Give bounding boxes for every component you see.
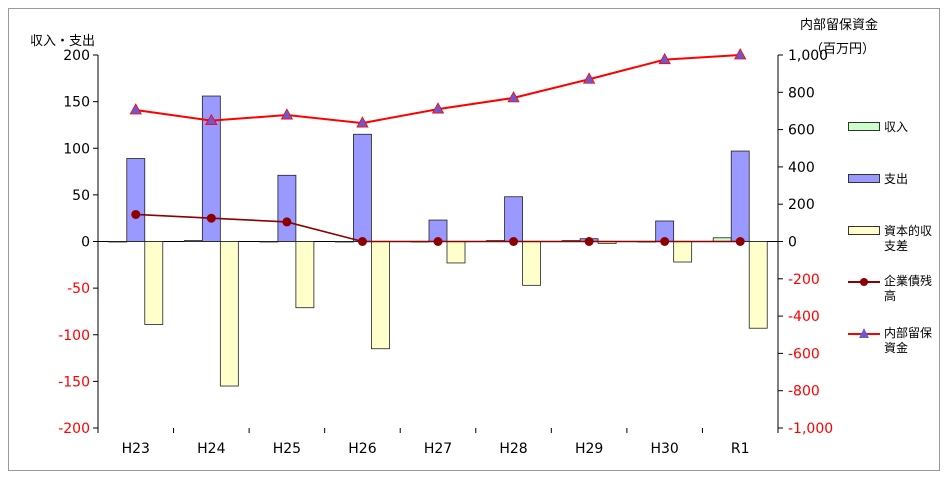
left-tick-label: -150 — [58, 374, 90, 390]
bar-2-H26 — [371, 241, 390, 350]
bar-2-H25 — [295, 241, 315, 309]
retained-point-H26 — [356, 116, 369, 128]
bar-1-H25 — [277, 174, 297, 242]
x-tick-label: H27 — [424, 441, 452, 457]
x-tick-label: H23 — [122, 441, 150, 457]
legend-label-retained-funds: 内部留保資金 — [884, 326, 933, 355]
bar-2-H30 — [673, 241, 693, 263]
legend-item-expense: 支出 — [848, 172, 948, 214]
left-tick-label: -50 — [67, 281, 90, 297]
legend-swatch-capital-balance — [848, 226, 880, 235]
bond-point-H26 — [357, 237, 367, 246]
bond-point-H25 — [282, 217, 292, 227]
bar-0-H24 — [183, 240, 203, 242]
legend-swatch-expense — [848, 174, 880, 183]
bar-1-H28 — [504, 196, 523, 242]
bar-2-H24 — [219, 241, 239, 387]
bar-1-H24 — [201, 95, 221, 242]
right-tick-label: -800 — [788, 384, 820, 400]
legend-line-retained-funds — [848, 328, 880, 338]
legend-item-capital-balance: 資本的収支差 — [848, 224, 948, 266]
legend-line-bond-balance — [848, 278, 880, 286]
bond-point-H28 — [509, 237, 519, 246]
right-tick-label: 0 — [788, 235, 797, 251]
right-axis-title: 内部留保資金 — [800, 18, 879, 33]
retained-point-H24 — [205, 113, 218, 126]
bond-point-H30 — [660, 237, 670, 246]
retained-point-H25 — [280, 108, 294, 120]
x-tick-label: H24 — [197, 441, 225, 457]
left-tick-label: 100 — [63, 141, 90, 157]
retained-point-H29 — [582, 72, 596, 84]
left-axis-title: 収入・支出 — [30, 34, 96, 49]
legend-item-bond-balance: 企業債残高 — [848, 274, 948, 316]
legend-item-income: 収入 — [848, 120, 948, 162]
bond-point-H23 — [131, 209, 141, 219]
legend-swatch-income — [848, 122, 880, 131]
bar-1-R1 — [730, 150, 750, 242]
right-tick-label: -200 — [788, 272, 820, 288]
retained-point-H27 — [431, 102, 445, 114]
x-tick-label: H30 — [650, 441, 678, 457]
x-tick-label: R1 — [731, 441, 750, 457]
right-tick-label: 200 — [788, 197, 815, 213]
legend-label-expense: 支出 — [884, 172, 909, 186]
retained-point-R1 — [734, 48, 747, 60]
legend-item-retained-funds: 内部留保資金 — [848, 326, 948, 368]
left-tick-label: -100 — [58, 328, 90, 344]
bar-2-H28 — [522, 241, 541, 286]
bond-point-R1 — [735, 237, 745, 246]
right-tick-label: -600 — [788, 346, 820, 362]
right-tick-label: -400 — [788, 309, 820, 325]
legend-label-income: 収入 — [884, 120, 909, 134]
bar-2-H27 — [446, 241, 466, 264]
right-tick-label: 600 — [788, 123, 815, 139]
x-tick-label: H29 — [575, 441, 603, 457]
left-tick-label: 150 — [63, 95, 90, 111]
bar-2-H23 — [144, 241, 164, 325]
chart-frame — [8, 8, 940, 471]
x-tick-label: H26 — [348, 441, 376, 457]
retained-point-H30 — [658, 52, 671, 65]
bar-2-R1 — [748, 241, 768, 329]
right-tick-label: 400 — [788, 160, 815, 176]
right-tick-label: 800 — [788, 85, 815, 101]
bond-point-H24 — [206, 213, 216, 223]
right-tick-label: -1,000 — [788, 421, 833, 437]
retained-point-H23 — [129, 103, 142, 115]
retained-point-H28 — [507, 91, 520, 103]
right-axis-unit: （百万円） — [810, 42, 876, 57]
bar-0-H25 — [259, 241, 279, 243]
x-tick-label: H28 — [499, 441, 527, 457]
x-tick-label: H25 — [273, 441, 301, 457]
bar-0-H23 — [108, 241, 128, 243]
legend-label-bond-balance: 企業債残高 — [884, 274, 933, 303]
left-tick-label: -200 — [58, 421, 90, 437]
left-tick-label: 50 — [72, 188, 90, 204]
bar-1-H23 — [126, 158, 146, 242]
legend-label-capital-balance: 資本的収支差 — [884, 224, 933, 253]
bond-point-H27 — [433, 237, 443, 246]
left-tick-label: 0 — [81, 235, 90, 251]
bar-0-H26 — [335, 241, 354, 243]
right-tick-label: 1,000 — [788, 48, 828, 64]
bar-1-H26 — [353, 133, 372, 242]
bond-point-H29 — [584, 237, 594, 246]
left-tick-label: 200 — [63, 48, 90, 64]
